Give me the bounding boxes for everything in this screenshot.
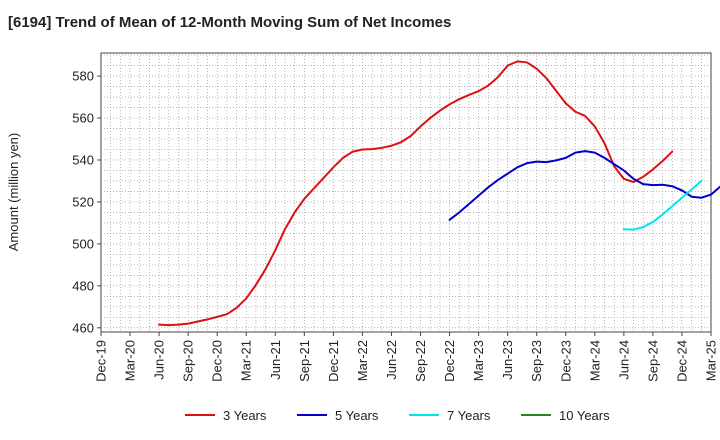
y-tick-label: 480 (72, 278, 94, 293)
y-tick-label: 520 (72, 194, 94, 209)
x-tick-label: Sep-22 (413, 340, 428, 382)
series-lines (158, 60, 720, 327)
x-tick-label: Sep-21 (297, 340, 312, 382)
x-tick-label: Dec-22 (442, 340, 457, 382)
legend-label: 7 Years (447, 408, 491, 423)
x-tick-label: Dec-24 (674, 340, 689, 382)
x-tick-label: Dec-20 (210, 340, 225, 382)
x-tick-label: Mar-22 (355, 340, 370, 381)
y-axis-ticks: 460 480 500 520 540 560 580 (72, 69, 101, 335)
x-tick-label: Mar-23 (471, 340, 486, 381)
y-axis-title: Amount (million yen) (6, 133, 21, 252)
x-tick-label: Jun-23 (500, 340, 515, 380)
x-tick-label: Jun-24 (616, 340, 631, 380)
x-tick-label: Jun-20 (152, 340, 167, 380)
y-tick-label: 580 (72, 69, 94, 84)
y-tick-label: 500 (72, 236, 94, 251)
x-tick-label: Jun-21 (268, 340, 283, 380)
x-tick-label: Mar-24 (587, 340, 602, 381)
legend-label: 5 Years (335, 408, 379, 423)
x-tick-label: Mar-21 (239, 340, 254, 381)
y-tick-label: 540 (72, 152, 94, 167)
x-tick-label: Sep-23 (529, 340, 544, 382)
legend-label: 3 Years (223, 408, 267, 423)
chart-title: [6194] Trend of Mean of 12-Month Moving … (8, 14, 452, 31)
series-line-7-years (622, 179, 703, 231)
plot-area (100, 52, 712, 333)
x-tick-label: Mar-25 (704, 340, 719, 381)
x-tick-label: Mar-20 (123, 340, 138, 381)
legend-label: 10 Years (559, 408, 610, 423)
x-axis-ticks: Dec-19 Mar-20 Jun-20 Sep-20 Dec-20 Mar-21 Jun-… (94, 332, 719, 382)
y-tick-label: 560 (72, 111, 94, 126)
y-tick-label: 460 (72, 320, 94, 335)
x-tick-label: Jun-22 (384, 340, 399, 380)
x-tick-label: Dec-21 (326, 340, 341, 382)
legend: 3 Years 5 Years 7 Years 10 Years (185, 408, 610, 423)
x-tick-label: Dec-19 (94, 340, 109, 382)
x-tick-label: Sep-20 (181, 340, 196, 382)
series-line-3-years (158, 60, 674, 327)
x-tick-label: Dec-23 (558, 340, 573, 382)
series-line-5-years (448, 150, 720, 221)
x-tick-label: Sep-24 (645, 340, 660, 382)
